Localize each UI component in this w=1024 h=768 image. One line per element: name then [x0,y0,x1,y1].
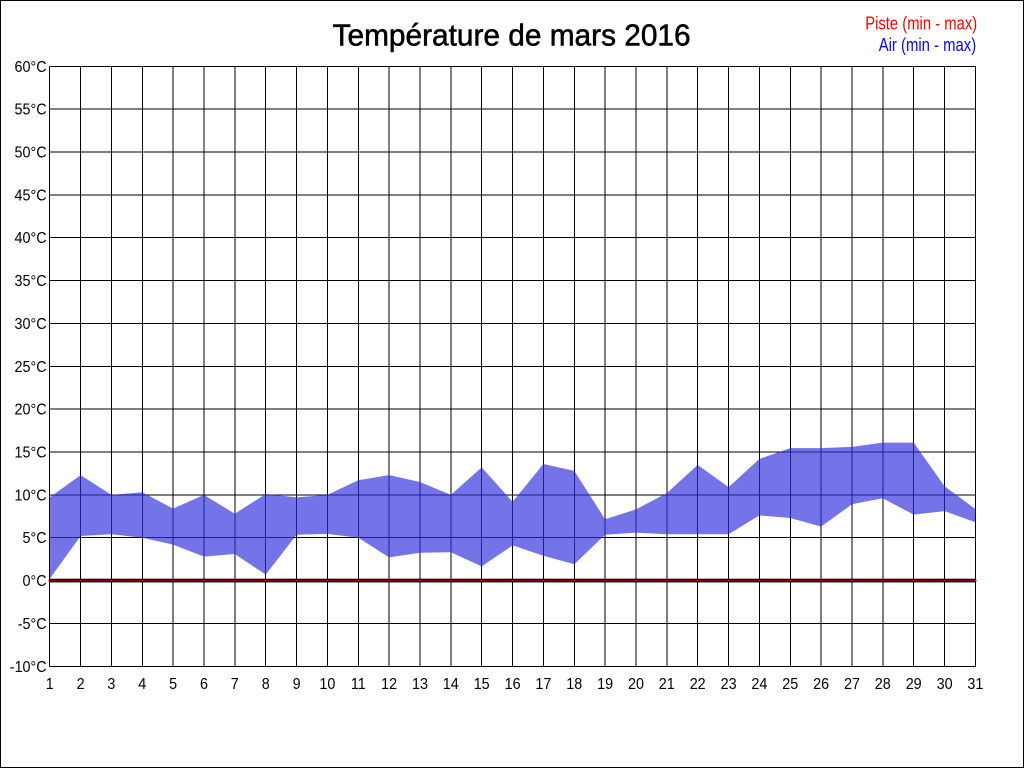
svg-text:14: 14 [443,676,459,693]
svg-text:35°C: 35°C [15,273,47,290]
svg-text:25°C: 25°C [15,359,47,376]
svg-text:19: 19 [597,676,613,693]
svg-text:10°C: 10°C [15,487,47,504]
svg-text:20°C: 20°C [15,402,47,419]
svg-text:5°C: 5°C [23,530,47,547]
svg-text:26: 26 [813,676,829,693]
svg-text:6: 6 [200,676,208,693]
svg-text:55°C: 55°C [15,102,47,119]
svg-text:-10°C: -10°C [10,659,47,676]
svg-text:40°C: 40°C [15,230,47,247]
svg-text:31: 31 [967,676,983,693]
svg-text:29: 29 [906,676,922,693]
svg-text:28: 28 [875,676,891,693]
svg-text:3: 3 [107,676,115,693]
svg-text:10: 10 [319,676,335,693]
svg-text:21: 21 [659,676,675,693]
svg-text:23: 23 [721,676,737,693]
svg-text:17: 17 [535,676,551,693]
svg-text:27: 27 [844,676,860,693]
svg-text:Piste (min - max): Piste (min - max) [865,14,977,34]
svg-text:20: 20 [628,676,644,693]
svg-text:18: 18 [566,676,582,693]
svg-text:50°C: 50°C [15,145,47,162]
svg-text:12: 12 [381,676,397,693]
svg-text:13: 13 [412,676,428,693]
svg-text:30°C: 30°C [15,316,47,333]
svg-text:45°C: 45°C [15,187,47,204]
svg-text:7: 7 [231,676,239,693]
svg-text:30: 30 [937,676,953,693]
svg-text:11: 11 [351,676,366,693]
svg-text:5: 5 [169,676,177,693]
svg-text:15°C: 15°C [15,445,47,462]
svg-text:24: 24 [751,676,767,693]
svg-text:8: 8 [262,676,270,693]
svg-text:4: 4 [138,676,146,693]
svg-text:0°C: 0°C [23,573,47,590]
svg-text:60°C: 60°C [15,59,47,76]
svg-text:9: 9 [293,676,301,693]
svg-text:Température de mars 2016: Température de mars 2016 [333,18,691,53]
svg-text:1: 1 [46,676,54,693]
svg-text:15: 15 [474,676,490,693]
svg-text:-5°C: -5°C [18,616,47,633]
svg-text:2: 2 [77,676,85,693]
svg-text:25: 25 [782,676,798,693]
svg-text:22: 22 [690,676,706,693]
svg-text:16: 16 [505,676,521,693]
svg-text:Air (min - max): Air (min - max) [879,35,977,55]
